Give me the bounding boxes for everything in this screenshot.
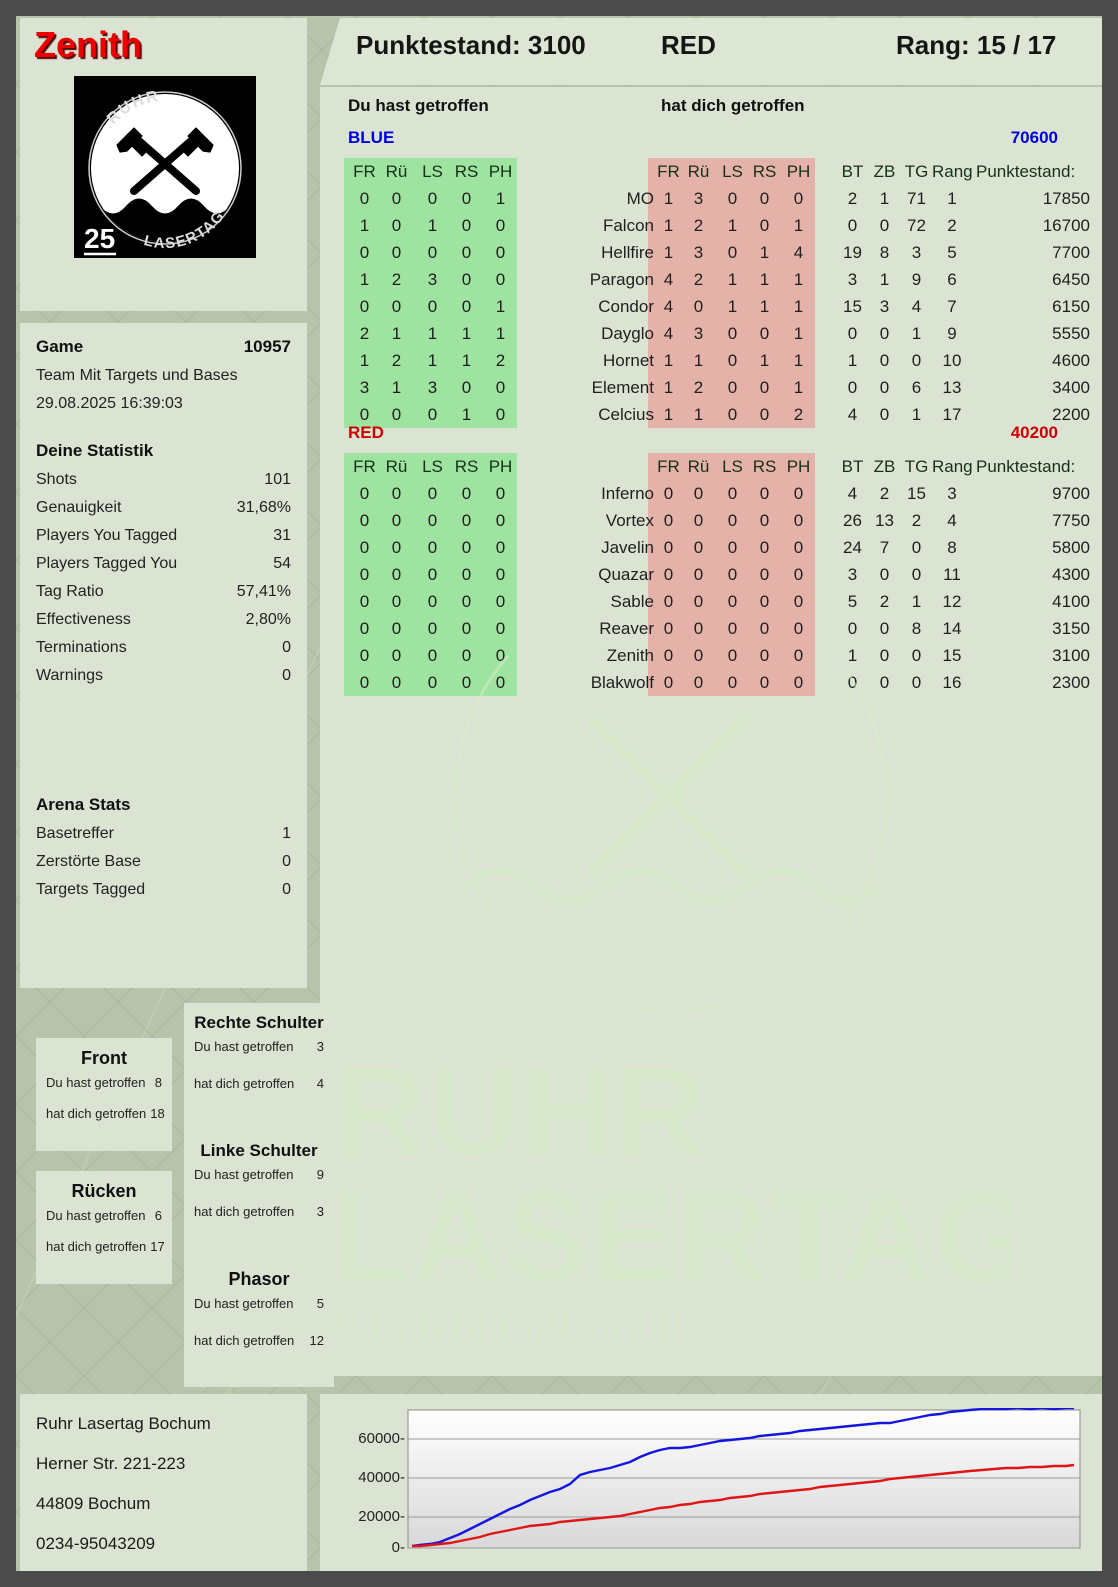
svg-text:60000-: 60000- (358, 1430, 405, 1447)
svg-text:LASERTAG: LASERTAG (331, 1166, 1011, 1309)
svg-text:20000-: 20000- (358, 1508, 405, 1525)
svg-text:40000-: 40000- (358, 1469, 405, 1486)
svg-text:25: 25 (84, 223, 115, 254)
svg-text:0-: 0- (392, 1539, 405, 1556)
svg-text:RUHR: RUHR (334, 1041, 708, 1184)
